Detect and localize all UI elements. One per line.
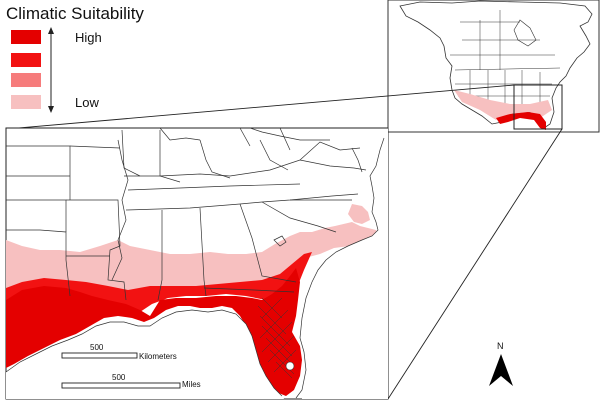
legend-swatch-high — [11, 30, 41, 44]
legend: Climatic Suitability High Low — [6, 4, 144, 113]
gulf-of-mexico — [6, 310, 284, 399]
main-map: 500 Kilometers 500 Miles N — [5, 127, 513, 400]
scalebar-km-value: 500 — [90, 343, 104, 352]
inset-extent-box — [513, 84, 563, 130]
legend-high-label: High — [75, 30, 102, 45]
inset-hudson-bay — [513, 19, 537, 47]
extent-connector-lines — [6, 84, 563, 400]
inset-suitability-high — [496, 112, 546, 130]
north-arrow-label: N — [497, 341, 504, 351]
inset-suitability-low — [454, 90, 552, 120]
scalebar-kilometers: 500 Kilometers — [61, 343, 177, 361]
state-boundaries — [5, 127, 385, 399]
lake-okeechobee — [285, 361, 295, 371]
inset-map — [387, 0, 600, 133]
scalebar-km-unit: Kilometers — [139, 352, 177, 361]
legend-scale-arrow — [48, 27, 54, 113]
legend-swatch-low — [11, 95, 41, 109]
legend-swatch-medium-low — [11, 73, 41, 87]
scalebar-mi-unit: Miles — [182, 380, 201, 389]
north-arrow: N — [489, 341, 513, 386]
atlantic-ocean — [300, 128, 388, 399]
suitability-zone-low-nc — [348, 204, 370, 224]
legend-swatch-medium-high — [11, 53, 41, 67]
north-arrow-icon — [489, 354, 513, 386]
legend-low-label: Low — [75, 95, 99, 110]
suitability-zone-high — [6, 268, 302, 396]
legend-title: Climatic Suitability — [6, 4, 144, 23]
scalebar-miles: 500 Miles — [61, 373, 201, 389]
scalebar-mi-value: 500 — [112, 373, 126, 382]
